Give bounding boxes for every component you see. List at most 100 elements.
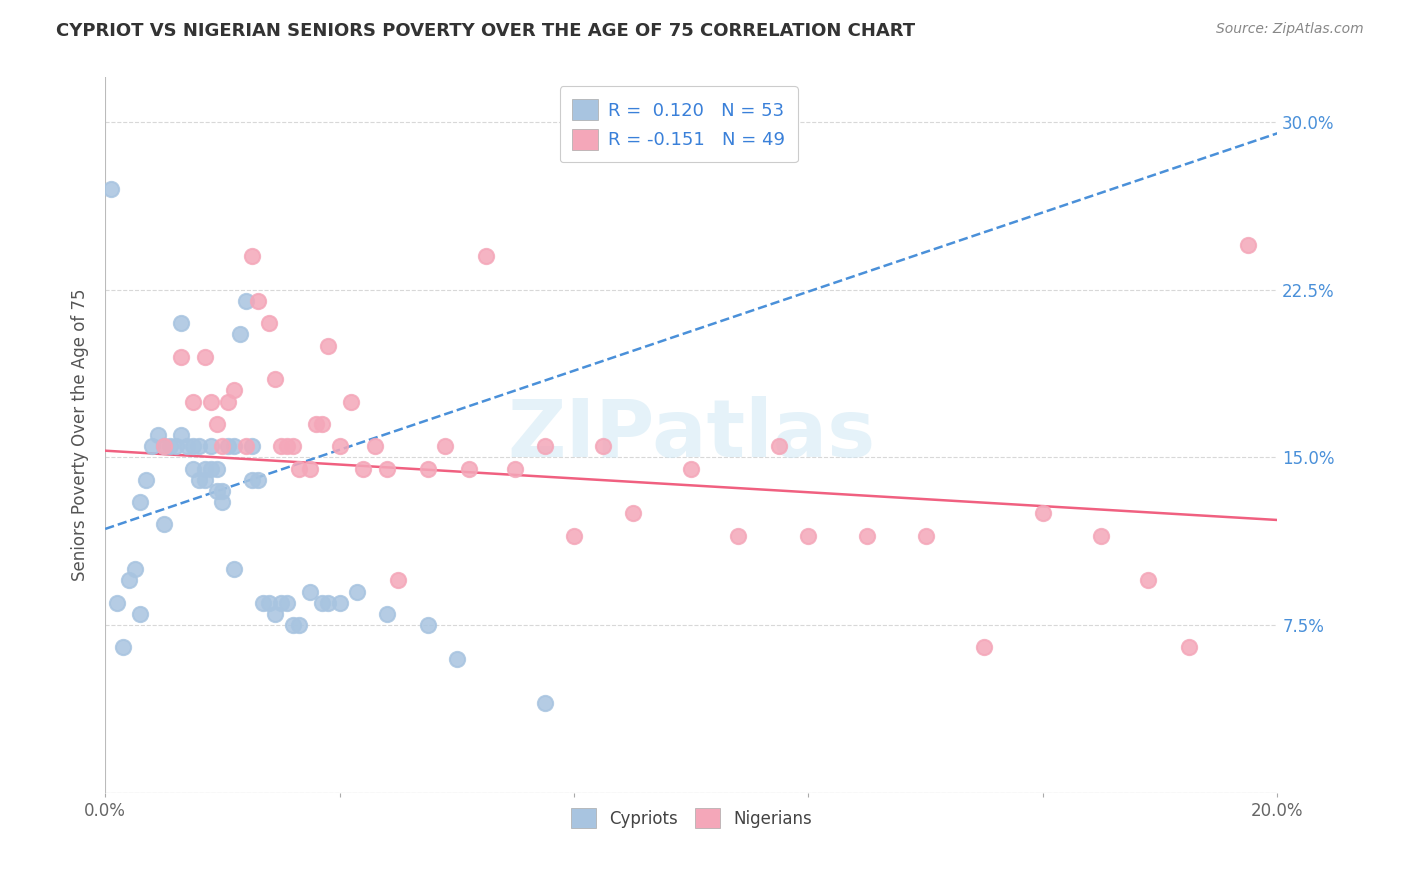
Point (170, 428, 193, 442)
Point (270, 439, 292, 453)
Point (170, 316, 193, 330)
Point (973, 640, 995, 655)
Point (446, 651, 468, 665)
Point (768, 439, 790, 453)
Point (264, 607, 287, 621)
Point (181, 394, 204, 409)
Point (153, 439, 176, 453)
Point (416, 461, 439, 475)
Point (224, 562, 246, 576)
Point (259, 316, 281, 330)
Point (797, 528, 820, 542)
Point (276, 439, 298, 453)
Point (533, 439, 555, 453)
Point (287, 461, 309, 475)
Text: ZIPatlas: ZIPatlas (508, 396, 876, 474)
Point (181, 461, 204, 475)
Point (533, 696, 555, 710)
Point (505, 461, 527, 475)
Y-axis label: Seniors Poverty Over the Age of 75: Seniors Poverty Over the Age of 75 (72, 289, 89, 582)
Point (141, 439, 163, 453)
Point (105, 596, 128, 610)
Point (264, 372, 287, 386)
Point (287, 618, 309, 632)
Text: Source: ZipAtlas.com: Source: ZipAtlas.com (1216, 22, 1364, 37)
Point (252, 596, 274, 610)
Point (240, 249, 263, 263)
Point (375, 607, 398, 621)
Point (129, 495, 152, 509)
Point (434, 439, 457, 453)
Point (1032, 506, 1054, 520)
Point (129, 607, 152, 621)
Point (235, 293, 257, 308)
Point (194, 473, 217, 487)
Point (146, 428, 169, 442)
Point (159, 439, 181, 453)
Point (200, 394, 222, 409)
Point (170, 350, 193, 364)
Point (240, 439, 263, 453)
Point (188, 439, 211, 453)
Point (205, 417, 228, 431)
Point (270, 596, 292, 610)
Point (211, 439, 233, 453)
Point (246, 293, 269, 308)
Point (316, 338, 339, 352)
Point (387, 574, 409, 588)
Point (276, 596, 298, 610)
Point (914, 528, 936, 542)
Point (281, 618, 304, 632)
Point (224, 439, 246, 453)
Text: CYPRIOT VS NIGERIAN SENIORS POVERTY OVER THE AGE OF 75 CORRELATION CHART: CYPRIOT VS NIGERIAN SENIORS POVERTY OVER… (56, 22, 915, 40)
Point (621, 506, 644, 520)
Point (153, 439, 176, 453)
Point (217, 439, 239, 453)
Point (200, 439, 222, 453)
Point (229, 327, 252, 342)
Point (217, 394, 239, 409)
Point (681, 461, 703, 475)
Point (118, 574, 141, 588)
Point (364, 439, 387, 453)
Point (205, 483, 228, 498)
Point (305, 417, 328, 431)
Point (316, 596, 339, 610)
Point (211, 495, 233, 509)
Point (1090, 528, 1112, 542)
Point (592, 439, 614, 453)
Point (299, 584, 322, 599)
Point (311, 417, 333, 431)
Point (188, 473, 211, 487)
Point (211, 483, 233, 498)
Point (224, 384, 246, 398)
Point (111, 640, 134, 655)
Point (727, 528, 749, 542)
Point (346, 584, 368, 599)
Point (259, 596, 281, 610)
Point (246, 473, 269, 487)
Point (135, 473, 157, 487)
Point (100, 182, 122, 196)
Point (1178, 640, 1201, 655)
Point (352, 461, 374, 475)
Point (205, 461, 228, 475)
Point (194, 350, 217, 364)
Point (311, 596, 333, 610)
Point (299, 461, 322, 475)
Point (416, 618, 439, 632)
Point (200, 461, 222, 475)
Point (124, 562, 146, 576)
Point (235, 439, 257, 453)
Point (340, 394, 363, 409)
Point (281, 439, 304, 453)
Point (240, 473, 263, 487)
Point (562, 528, 585, 542)
Point (329, 596, 352, 610)
Point (176, 439, 198, 453)
Point (1137, 574, 1160, 588)
Point (329, 439, 352, 453)
Point (181, 439, 204, 453)
Point (457, 461, 479, 475)
Point (475, 249, 498, 263)
